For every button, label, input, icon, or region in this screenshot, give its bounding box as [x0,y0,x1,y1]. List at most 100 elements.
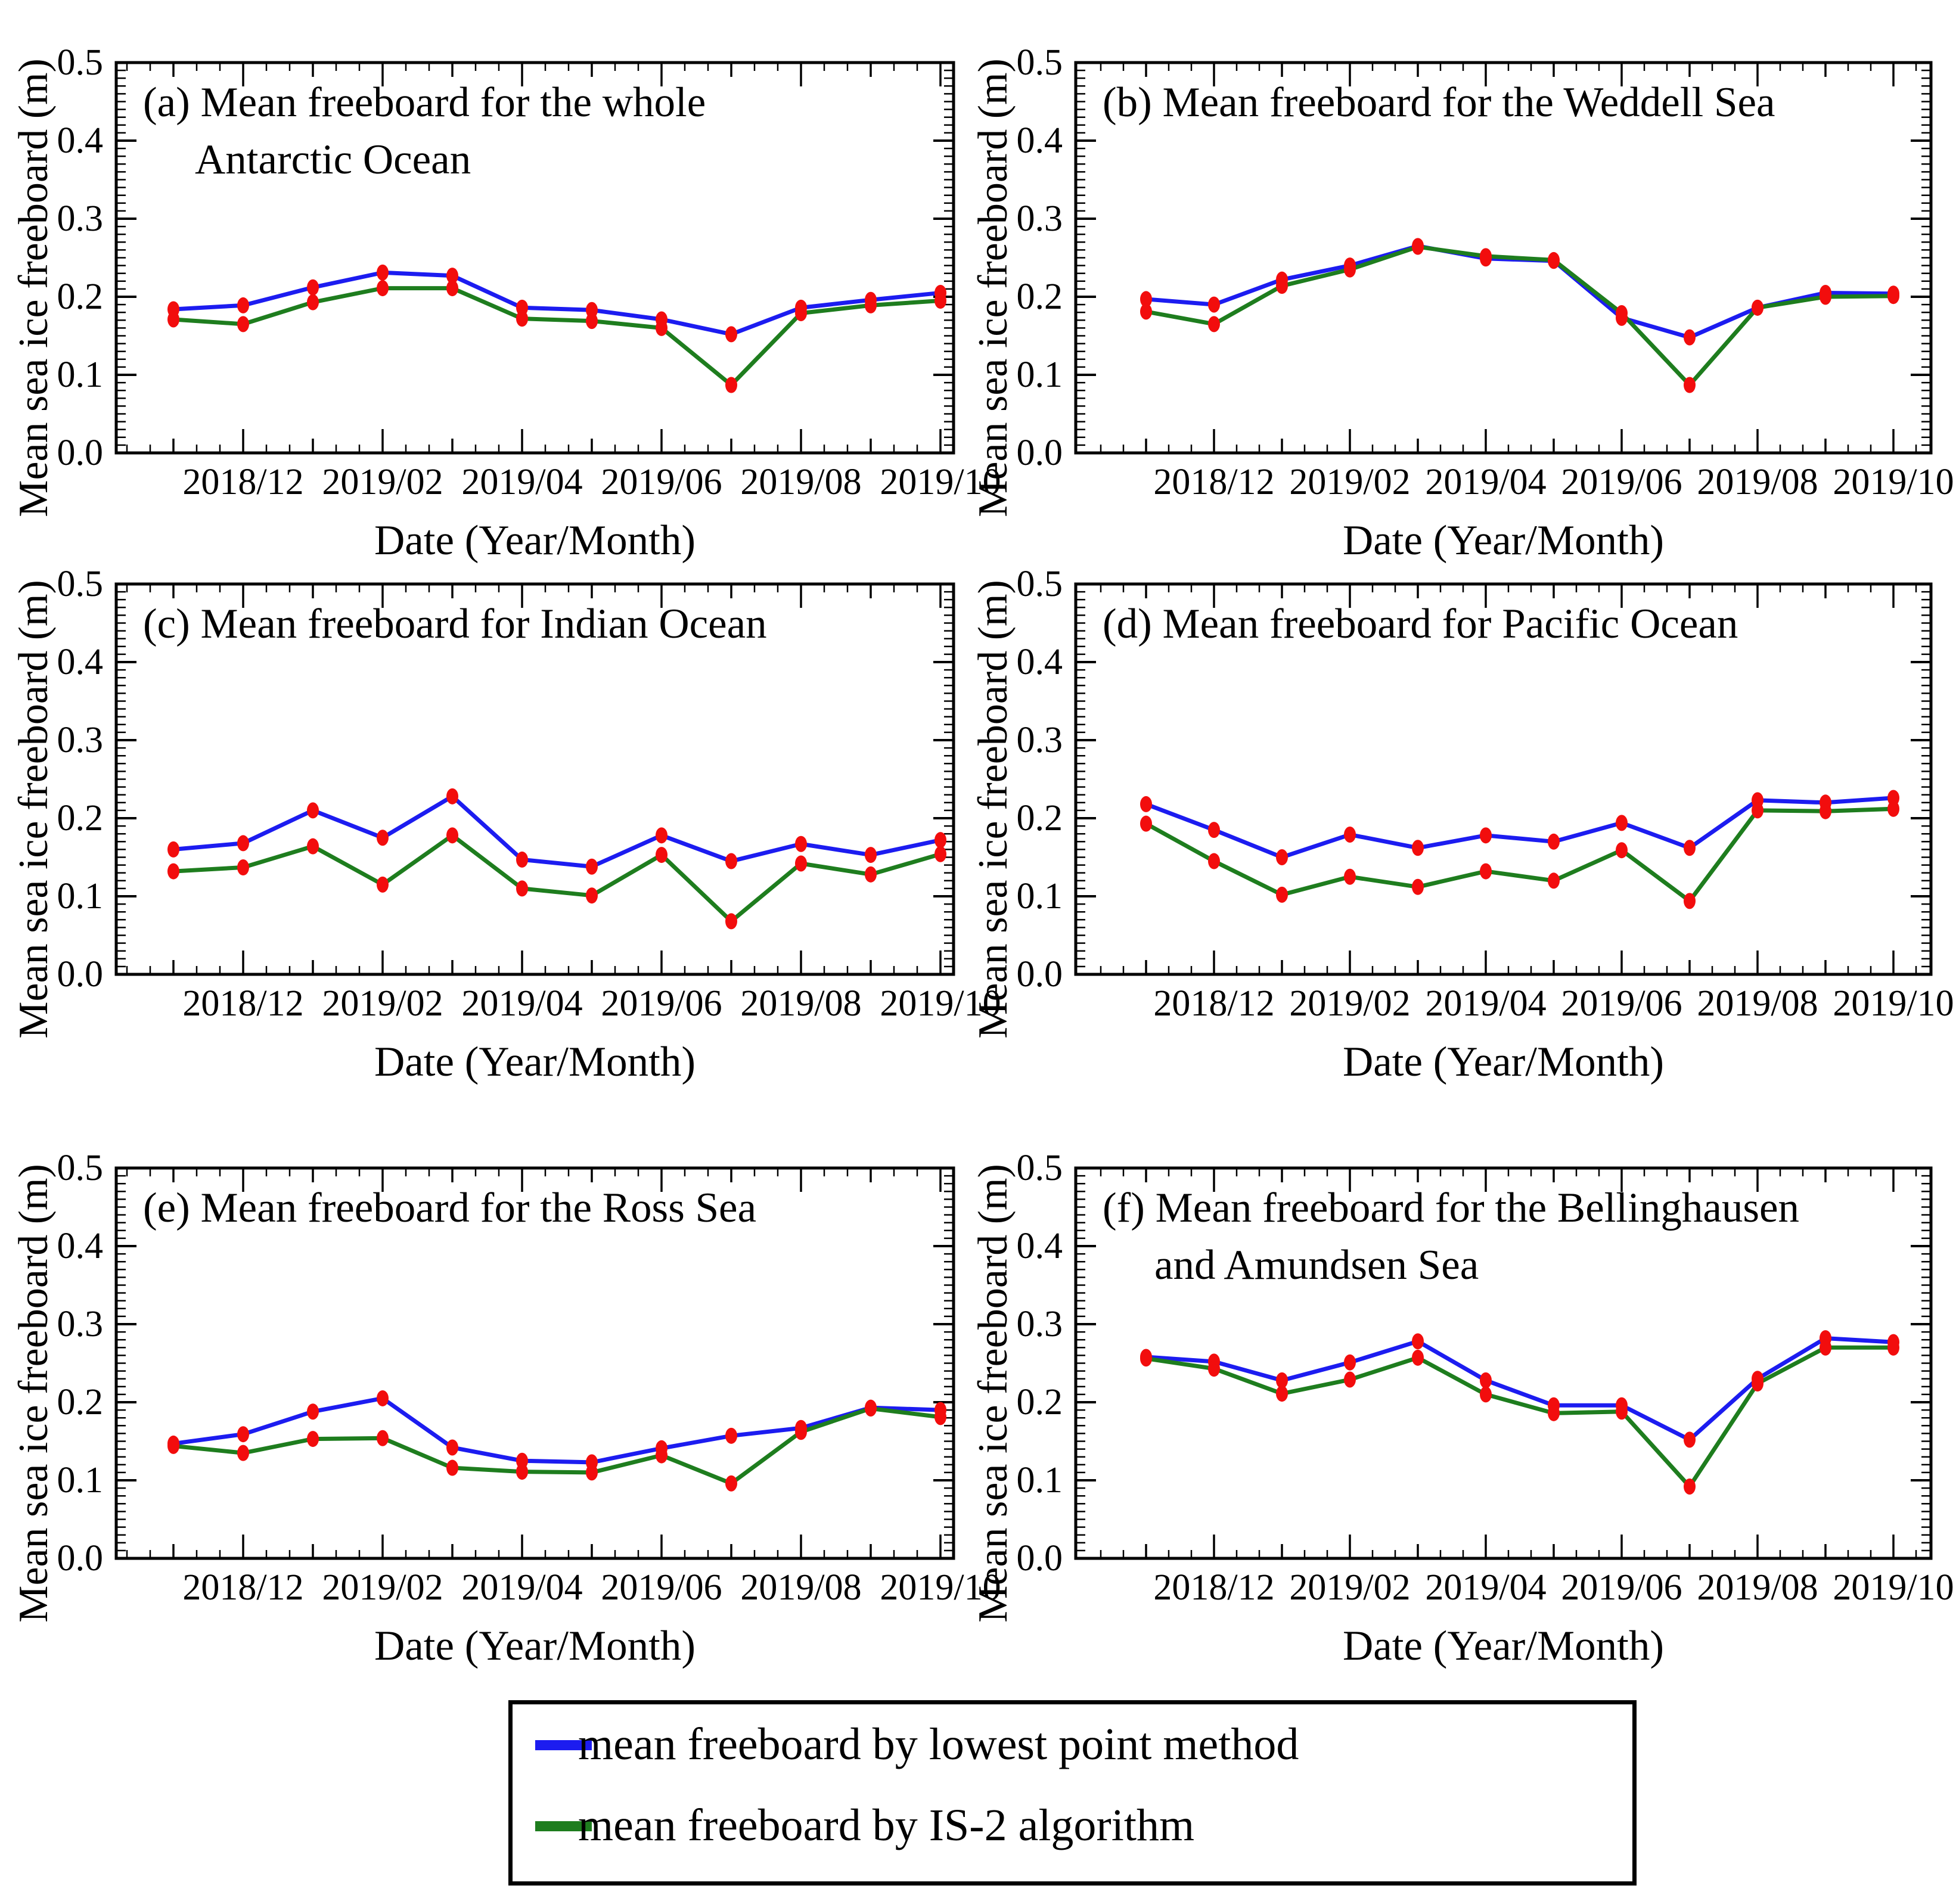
y-tick-label: 0.5 [1016,42,1063,83]
data-point-marker [725,326,737,343]
data-point-marker [516,851,528,868]
data-point-marker [934,832,946,849]
legend-box: mean freeboard by lowest point method me… [508,1700,1637,1886]
data-point-marker [307,802,319,819]
x-tick-label: 2019/06 [601,983,722,1024]
y-tick-label: 0.3 [57,1304,104,1344]
x-tick-label: 2019/08 [740,1567,862,1608]
y-tick-label: 0.3 [1016,198,1063,239]
data-point-marker [446,1439,458,1456]
data-point-marker [446,788,458,805]
data-point-marker [167,311,179,328]
y-tick-label: 0.2 [1016,798,1063,838]
data-point-marker [1548,251,1560,268]
data-point-marker [656,1447,667,1464]
data-point-marker [1752,299,1763,316]
data-point-marker [167,841,179,858]
x-tick-label: 2019/06 [601,462,722,502]
data-point-marker [237,835,249,852]
data-point-marker [1548,833,1560,850]
x-tick-label: 2019/02 [1289,983,1411,1024]
y-tick-label: 0.2 [57,277,104,317]
data-point-marker [1480,827,1492,844]
data-point-marker [516,880,528,897]
y-tick-label: 0.4 [57,1226,104,1266]
data-point-marker [1820,288,1831,305]
y-tick-label: 0.1 [1016,876,1063,917]
data-point-marker [1480,1372,1492,1389]
y-tick-label: 0.1 [57,876,104,917]
legend-label: mean freeboard by IS-2 algorithm [578,1800,1195,1850]
x-tick-label: 2019/02 [322,1567,443,1608]
x-axis-title: Date (Year/Month) [1343,1623,1664,1669]
x-tick-label: 2018/12 [1153,462,1275,502]
x-tick-label: 2019/04 [461,462,583,502]
data-point-marker [516,1464,528,1480]
data-point-marker [1140,291,1152,308]
y-tick-label: 0.5 [57,42,104,83]
data-point-marker [586,887,598,904]
y-tick-label: 0.2 [57,1382,104,1422]
x-axis-title: Date (Year/Month) [374,517,696,564]
data-point-marker [1276,886,1288,903]
y-tick-label: 0.5 [1016,1148,1063,1188]
data-point-marker [446,1459,458,1476]
data-point-marker [1684,1431,1696,1448]
data-point-marker [795,835,807,852]
data-point-marker [1684,893,1696,909]
x-tick-label: 2019/04 [1425,462,1547,502]
y-tick-label: 0.4 [57,120,104,161]
data-point-marker [1548,872,1560,889]
data-point-marker [1684,329,1696,346]
x-axis-title: Date (Year/Month) [1343,1039,1664,1085]
data-point-marker [1276,1386,1288,1402]
data-point-marker [1344,827,1356,843]
y-tick-label: 0.0 [1016,433,1063,473]
y-tick-label: 0.4 [1016,1226,1063,1266]
data-point-marker [237,1445,249,1461]
data-point-marker [725,377,737,393]
data-point-marker [656,319,667,336]
data-point-marker [1616,1403,1628,1420]
data-point-marker [1140,1350,1152,1367]
panel-title-line2: and Amundsen Sea [1154,1242,1479,1288]
y-tick-label: 0.4 [1016,642,1063,682]
x-tick-label: 2018/12 [182,1567,304,1608]
data-point-marker [377,280,389,297]
data-point-marker [1752,1375,1763,1392]
panel-title-line1: (e) Mean freeboard for the Ross Sea [143,1185,757,1231]
data-point-marker [1887,800,1899,817]
data-point-marker [1140,303,1152,320]
data-point-marker [586,313,598,330]
x-tick-label: 2019/04 [461,983,583,1024]
data-point-marker [1344,1354,1356,1371]
y-tick-label: 0.2 [57,798,104,838]
data-point-marker [934,846,946,862]
data-point-marker [446,280,458,297]
data-point-marker [1412,878,1424,895]
data-point-marker [1208,1361,1220,1377]
data-point-marker [1684,1478,1696,1495]
x-tick-label: 2019/02 [322,462,443,502]
data-point-marker [1276,1372,1288,1389]
x-tick-label: 2019/08 [740,983,862,1024]
data-point-marker [795,1424,807,1440]
y-tick-label: 0.0 [57,954,104,995]
data-point-marker [1412,1333,1424,1350]
x-tick-label: 2019/10 [880,983,1001,1024]
data-point-marker [237,1426,249,1443]
data-point-marker [1208,822,1220,838]
data-point-marker [1616,842,1628,859]
data-point-marker [307,1403,319,1420]
data-point-marker [865,297,877,313]
data-point-marker [1480,863,1492,880]
legend-label: mean freeboard by lowest point method [578,1719,1299,1769]
data-point-marker [656,847,667,864]
data-point-marker [1684,840,1696,856]
y-tick-label: 0.3 [1016,1304,1063,1344]
y-tick-label: 0.4 [57,642,104,682]
data-point-marker [1208,296,1220,313]
x-tick-label: 2019/08 [1697,983,1818,1024]
x-tick-label: 2019/06 [1561,1567,1682,1608]
data-point-marker [1616,305,1628,322]
